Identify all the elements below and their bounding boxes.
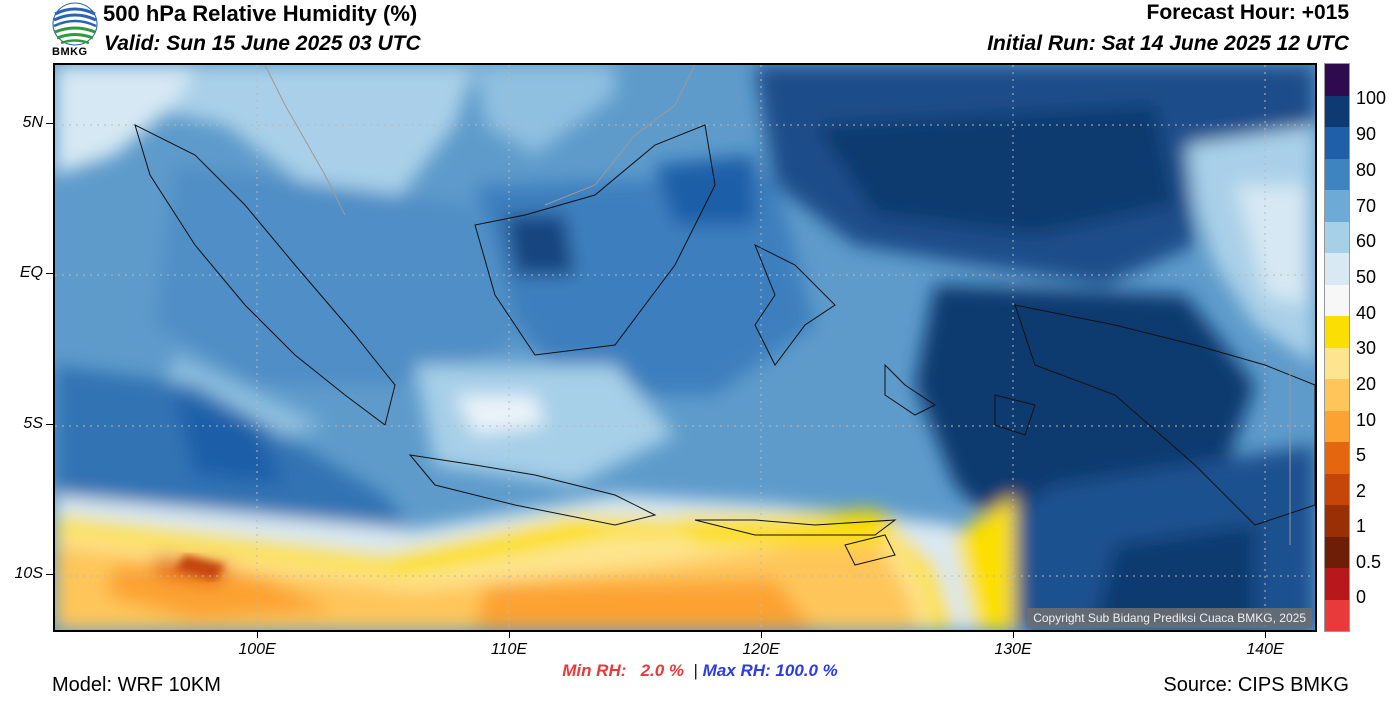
colorbar-swatch [1325,442,1349,474]
lat-tick [46,424,53,425]
valid-time: Valid: Sun 15 June 2025 03 UTC [104,32,421,55]
humidity-map: Copyright Sub Bidang Prediksi Cuaca BMKG… [53,63,1317,632]
colorbar-swatch [1325,221,1349,253]
colorbar-swatch [1325,64,1349,96]
lon-label-130e: 130E [994,641,1032,658]
lat-tick [46,273,53,274]
colorbar-swatch [1325,95,1349,127]
colorbar-label: 30 [1356,338,1377,358]
forecast-hour: Forecast Hour: +015 [1146,1,1350,24]
max-rh-label: Max RH: [702,661,771,680]
lon-label-120e: 120E [742,641,780,658]
lat-tick [46,123,53,124]
logo-text: BMKG [52,46,88,58]
colorbar-swatch [1325,536,1349,568]
colorbar-label: 20 [1356,374,1377,394]
lon-label-140e: 140E [1246,641,1284,658]
model-label: Model: WRF 10KM [52,674,221,696]
lon-label-110e: 110E [490,641,528,658]
colorbar-swatch [1325,505,1349,537]
lat-label-10s: 10S [14,565,43,582]
lon-tick [509,632,510,638]
colorbar-label: 60 [1356,231,1377,251]
colorbar-swatch [1325,158,1349,190]
colorbar-swatch [1325,473,1349,505]
colorbar-label: 70 [1356,196,1377,216]
min-rh-value: 2.0 % [640,661,685,680]
colorbar-label: 0.5 [1356,552,1382,572]
colorbar-label: 0 [1356,587,1367,607]
colorbar-swatch [1325,599,1349,631]
lon-tick [1013,632,1014,638]
colorbar-label: 1 [1356,516,1367,536]
lon-tick [761,632,762,638]
lat-label-eq: EQ [19,264,43,281]
colorbar-swatch [1325,284,1349,316]
colorbar-label: 40 [1356,303,1377,323]
copyright-notice: Copyright Sub Bidang Prediksi Cuaca BMKG… [1027,608,1312,628]
colorbar-swatch [1325,410,1349,442]
colorbar-swatch [1325,253,1349,285]
colorbar-swatch [1325,127,1349,159]
initial-run: Initial Run: Sat 14 June 2025 12 UTC [987,32,1349,55]
chart-title: 500 hPa Relative Humidity (%) [103,1,418,26]
stats-separator: | [693,661,698,680]
colorbar-swatch [1325,347,1349,379]
colorbar-label: 10 [1356,410,1377,430]
min-rh-label: Min RH: [562,661,627,680]
max-rh-value: 100.0 % [775,661,838,680]
colorbar-label: 2 [1356,481,1367,501]
rh-stats: Min RH: 2.0 % | Max RH: 100.0 % [0,661,1400,681]
colorbar-swatch [1325,316,1349,348]
source-label: Source: CIPS BMKG [1163,674,1349,696]
colorbar-swatch [1325,568,1349,600]
colorbar-label: 100 [1356,88,1387,108]
bmkg-logo-icon [51,2,101,60]
colorbar-label: 5 [1356,445,1367,465]
lon-tick [1265,632,1266,638]
colorbar [1324,63,1350,632]
lat-tick [46,574,53,575]
colorbar-swatch [1325,190,1349,222]
lon-label-100e: 100E [238,641,276,658]
colorbar-label: 50 [1356,267,1377,287]
lon-tick [257,632,258,638]
lat-label-5s: 5S [23,415,43,432]
colorbar-label: 80 [1356,160,1377,180]
colorbar-label: 90 [1356,124,1377,144]
colorbar-swatch [1325,379,1349,411]
lat-label-5n: 5N [22,114,43,131]
